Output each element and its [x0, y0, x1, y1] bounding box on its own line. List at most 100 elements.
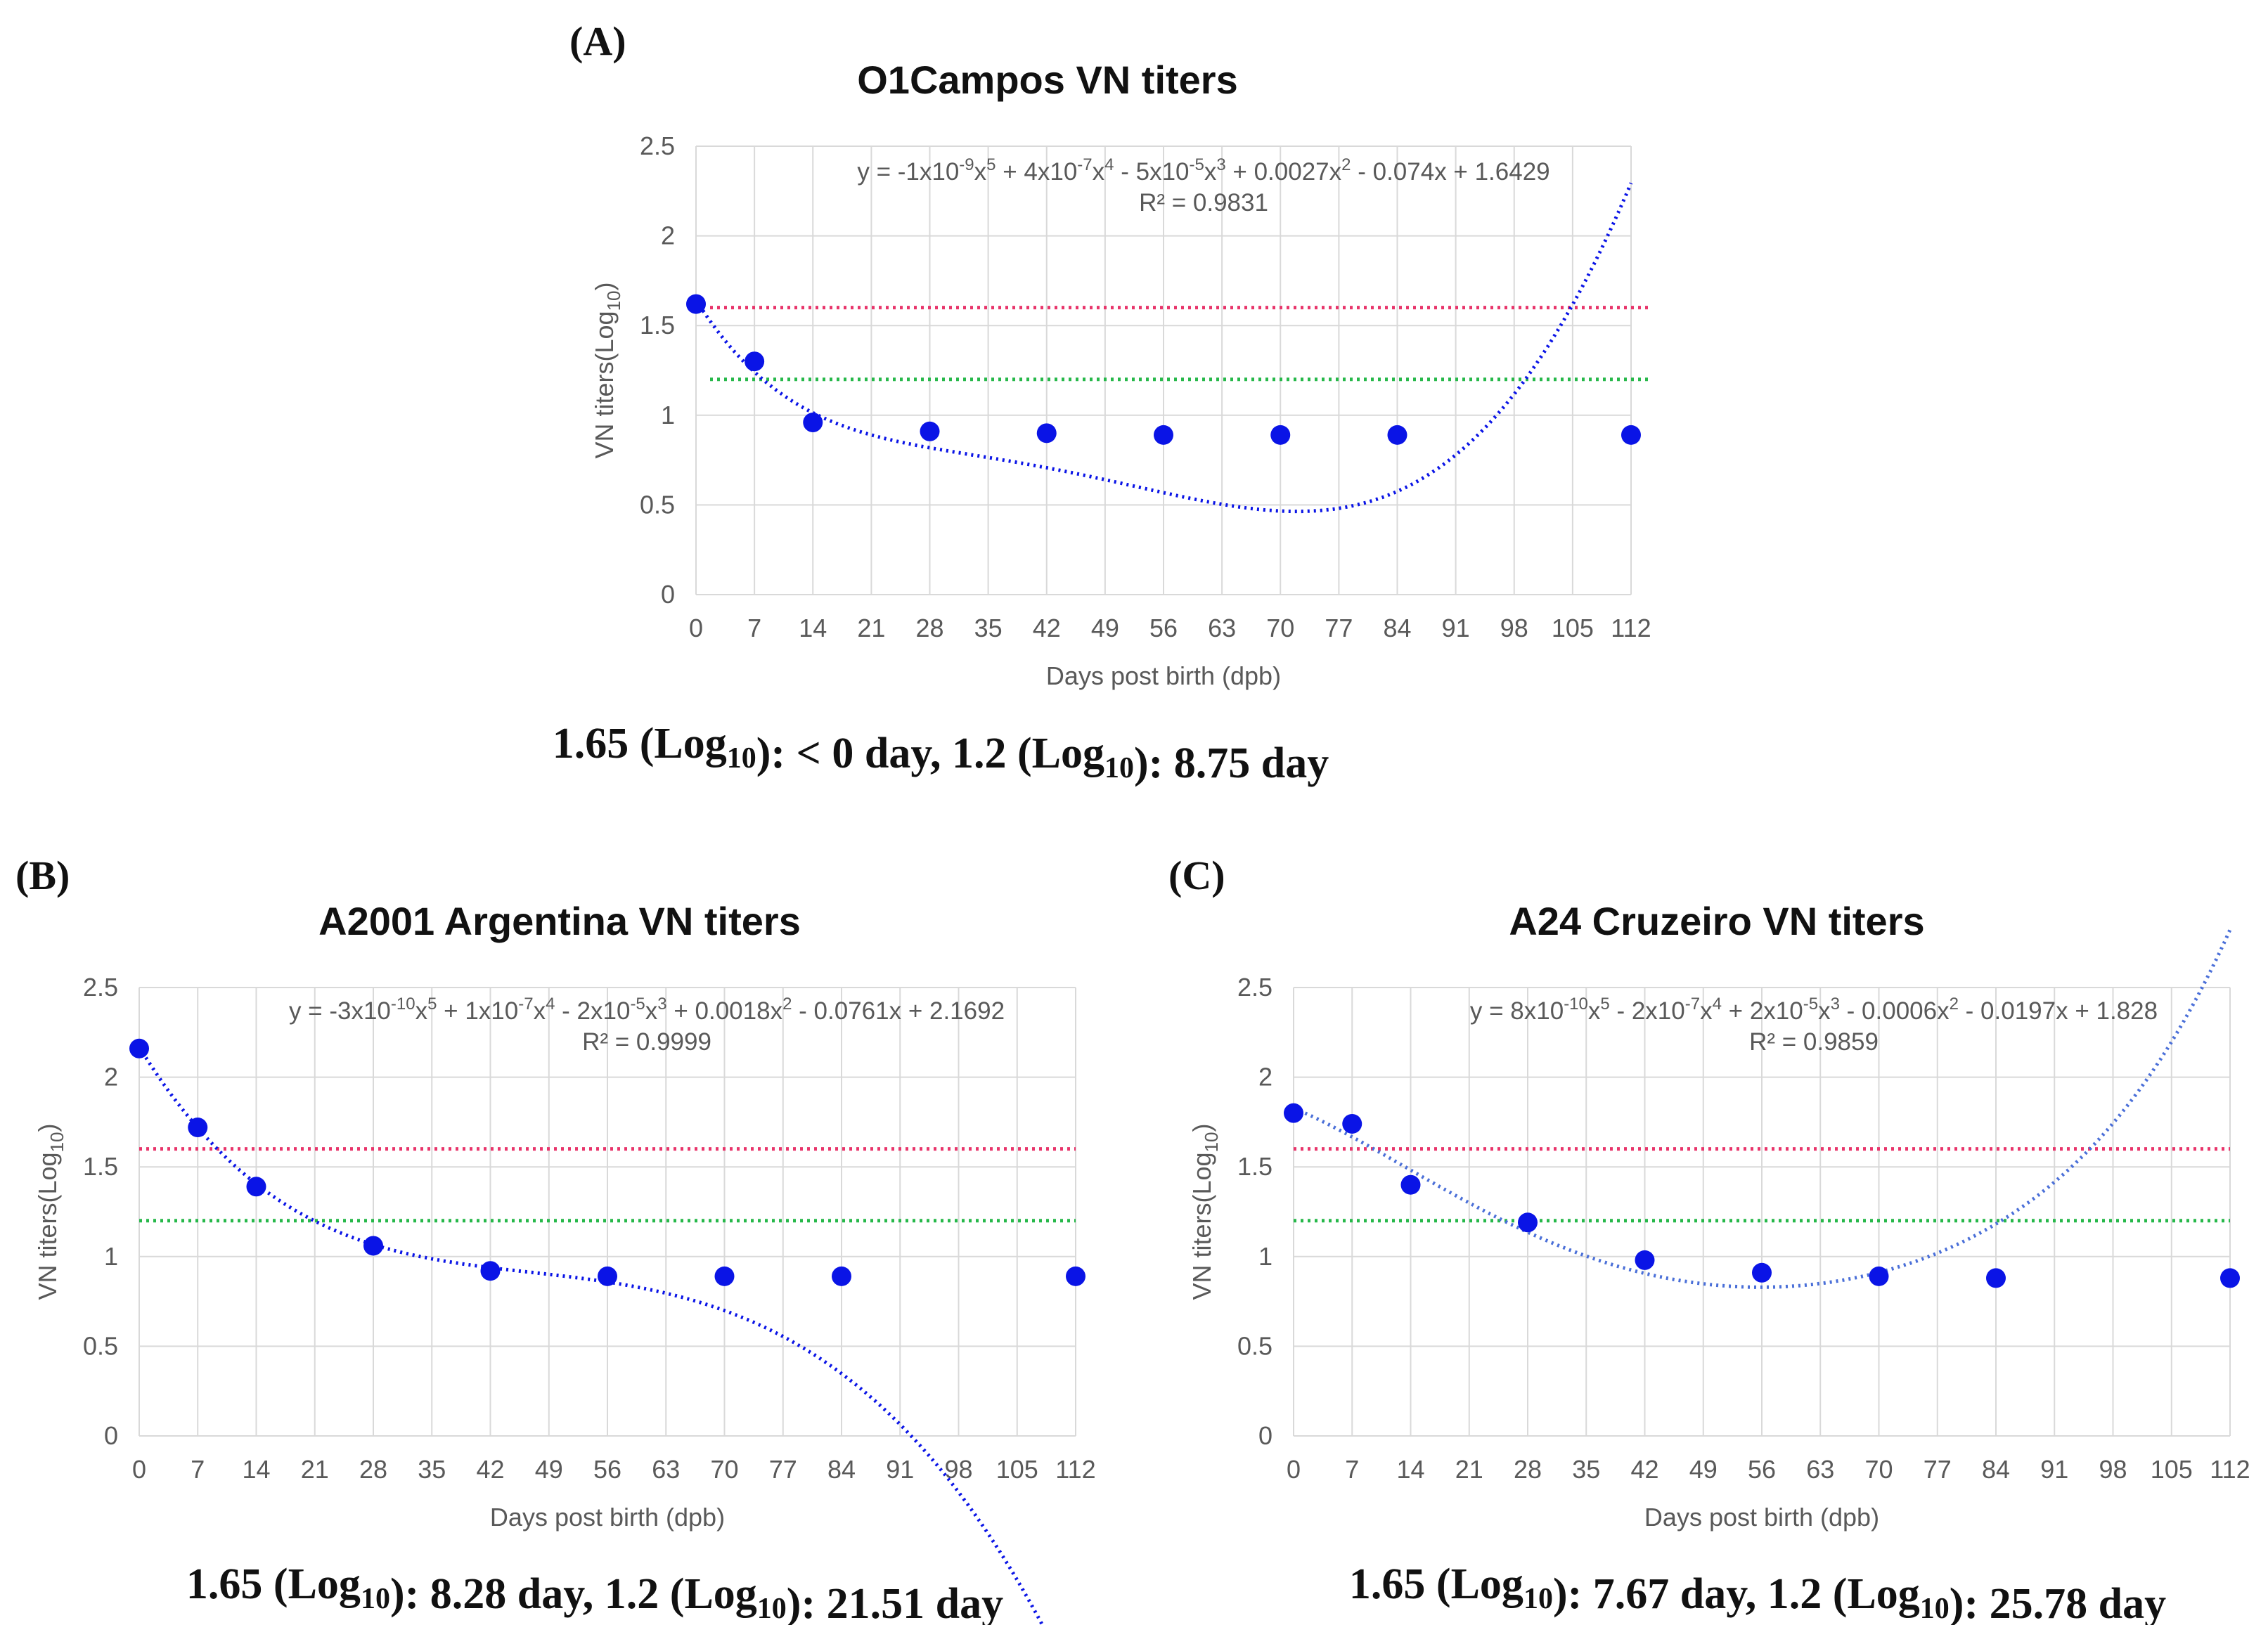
equation-superscript: -7 [1077, 155, 1092, 174]
chart-title: O1Campos VN titers [857, 58, 1238, 102]
x-tick-label: 28 [359, 1455, 387, 1484]
data-point [1387, 425, 1407, 445]
y-axis-label-subscript: 10 [1201, 1132, 1222, 1153]
footer-log: Log [288, 1560, 361, 1608]
footer-summary: 1.65 (Log10): 7.67 day, 1.2 (Log10): 25.… [1349, 1560, 2166, 1625]
equation-superscript: -10 [1564, 995, 1588, 1014]
equation-part: x [1818, 997, 1831, 1025]
equation-part: x [534, 997, 546, 1025]
y-tick-label: 2.5 [1237, 973, 1272, 1002]
equation-part: - 0.0197x + 1.828 [1959, 997, 2158, 1025]
equation-superscript: 4 [1104, 155, 1114, 174]
x-tick-label: 28 [915, 614, 943, 642]
footer-text-part: ): 21.51 day [787, 1580, 1003, 1625]
equation-part: - 0.074x + 1.6429 [1351, 158, 1550, 186]
panel-label: (B) [15, 853, 70, 898]
data-point [1284, 1103, 1303, 1123]
y-axis-label-main: VN titers(Log [590, 311, 619, 458]
y-tick-label: 1 [104, 1242, 118, 1271]
x-tick-label: 70 [1864, 1455, 1893, 1484]
equation-superscript: 2 [782, 995, 792, 1014]
x-tick-label: 77 [769, 1455, 797, 1484]
y-tick-label: 0.5 [83, 1331, 118, 1360]
footer-summary: 1.65 (Log10): < 0 day, 1.2 (Log10): 8.75… [553, 720, 1329, 787]
y-tick-label: 0.5 [1237, 1331, 1272, 1360]
data-point [598, 1266, 617, 1286]
equation-part: - 2x10 [555, 997, 630, 1025]
footer-subscript: 10 [1920, 1593, 1950, 1625]
x-tick-label: 91 [1442, 614, 1470, 642]
trendline [1293, 928, 2232, 1289]
data-point [1400, 1174, 1421, 1195]
x-tick-label: 70 [1266, 614, 1294, 642]
y-axis-label-main: VN titers(Log [33, 1152, 62, 1300]
footer-subscript: 10 [1523, 1583, 1553, 1615]
equation-part: y = -3x10 [289, 997, 391, 1025]
x-tick-label: 84 [1383, 614, 1411, 642]
x-tick-label: 70 [710, 1455, 738, 1484]
footer-log: Log [1032, 730, 1104, 777]
x-tick-label: 7 [1345, 1455, 1359, 1484]
x-tick-label: 35 [1572, 1455, 1600, 1484]
equation-part: + 0.0027x [1226, 158, 1342, 186]
data-point [803, 413, 823, 433]
data-point [480, 1261, 501, 1281]
x-tick-label: 91 [886, 1455, 914, 1484]
equation-part: x [645, 997, 658, 1025]
x-tick-label: 112 [1055, 1455, 1095, 1484]
r-squared: R² = 0.9999 [582, 1028, 711, 1056]
equation-part: x [1204, 158, 1217, 186]
data-point [2220, 1268, 2240, 1288]
data-point [832, 1266, 851, 1286]
x-axis-label: Days post birth (dpb) [1644, 1503, 1879, 1532]
x-tick-label: 14 [242, 1455, 270, 1484]
data-point [1066, 1266, 1085, 1286]
y-tick-label: 2 [104, 1063, 118, 1092]
data-point [363, 1236, 383, 1256]
y-axis-label-main: VN titers(Log [1187, 1152, 1216, 1300]
data-point [1621, 425, 1641, 445]
data-point [1270, 425, 1291, 445]
equation-superscript: 3 [1831, 995, 1840, 1014]
x-tick-label: 35 [418, 1455, 446, 1484]
x-tick-label: 14 [799, 614, 827, 642]
x-tick-label: 35 [974, 614, 1003, 642]
x-tick-label: 42 [1630, 1455, 1658, 1484]
y-axis-label-end: ) [590, 283, 619, 291]
x-tick-label: 7 [747, 614, 761, 642]
y-axis-label-subscript: 10 [603, 291, 624, 311]
equation-superscript: 5 [1600, 995, 1609, 1014]
equation-part: - 2x10 [1610, 997, 1685, 1025]
x-tick-label: 21 [301, 1455, 329, 1484]
data-point [1518, 1212, 1538, 1233]
data-point [129, 1038, 149, 1058]
y-tick-label: 1.5 [83, 1152, 118, 1181]
footer-subscript: 10 [727, 742, 756, 775]
x-tick-label: 56 [1149, 614, 1178, 642]
x-tick-label: 0 [132, 1455, 146, 1484]
x-tick-label: 63 [1806, 1455, 1834, 1484]
equation-part: + 2x10 [1722, 997, 1803, 1025]
equation-part: x [1093, 158, 1105, 186]
footer-log: Log [1847, 1570, 1919, 1618]
y-axis-label-end: ) [33, 1124, 62, 1132]
x-tick-label: 98 [2099, 1455, 2127, 1484]
x-tick-label: 84 [827, 1455, 856, 1484]
data-point [1986, 1268, 2006, 1288]
x-tick-label: 49 [1689, 1455, 1718, 1484]
equation-superscript: -5 [1803, 995, 1818, 1014]
data-point [188, 1118, 208, 1138]
footer-text-part: ): < 0 day, 1.2 ( [756, 730, 1032, 777]
trendline-equation: y = -1x10-9x5 + 4x10-7x4 - 5x10-5x3 + 0.… [857, 155, 1549, 186]
x-tick-label: 63 [652, 1455, 680, 1484]
x-tick-label: 105 [1552, 614, 1594, 642]
y-tick-label: 1 [1258, 1242, 1272, 1271]
footer-subscript: 10 [757, 1593, 787, 1625]
footer-text-part: ): 8.75 day [1134, 739, 1329, 787]
y-tick-label: 2 [661, 221, 675, 250]
equation-superscript: -5 [630, 995, 645, 1014]
r-squared: R² = 0.9859 [1749, 1028, 1879, 1056]
data-point [1869, 1266, 1889, 1286]
